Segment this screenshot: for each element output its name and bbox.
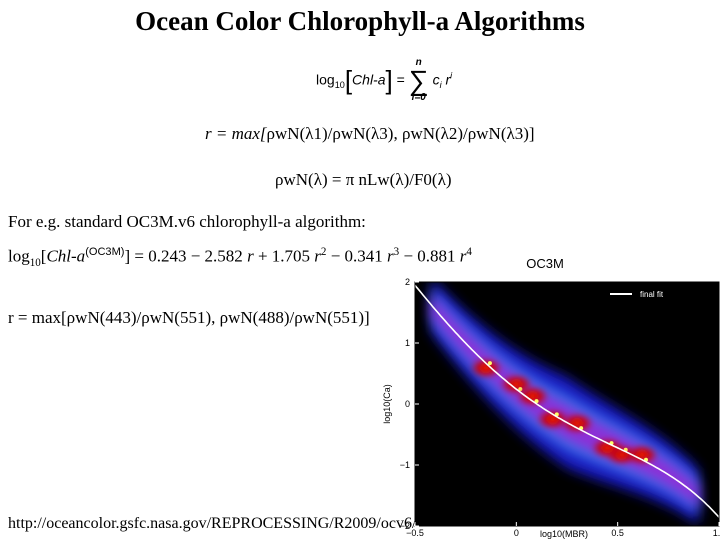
oc3m-open-bracket: [ — [40, 246, 47, 266]
oc3m-pow2: 2 — [320, 246, 327, 258]
y-tick-label-1: 1 — [405, 338, 410, 348]
y-tick-label-4: −2 — [400, 521, 410, 531]
oc3m-rhs-2: + 1.705 — [257, 246, 311, 266]
y-tick-label-2: 0 — [405, 399, 410, 409]
oc3m-pow4: 4 — [466, 246, 472, 258]
legend-label: final fit — [640, 290, 664, 299]
equation-rho-wn: ρwN(λ) = π nLw(λ)/F0(λ) — [275, 170, 452, 189]
y-tick-label-0: 2 — [405, 277, 410, 287]
oc3m-r1: r — [247, 246, 254, 266]
x-tick-label-2: 0.5 — [611, 528, 624, 538]
oc3m-equation: log10[Chl-a(OC3M)] = 0.243 − 2.582 r + 1… — [8, 246, 472, 269]
eq1-var-sup: i — [450, 70, 453, 81]
eq1-equals: = — [396, 71, 405, 88]
oc3m-r2: r — [314, 246, 321, 266]
source-url[interactable]: http://oceancolor.gsfc.nasa.gov/REPROCES… — [8, 515, 417, 532]
density-peak-7 — [534, 399, 539, 404]
oc3m-sup: (OC3M) — [85, 246, 125, 258]
density-hotspot-7 — [516, 386, 549, 407]
equation-ratio-max: r = max[ρwN(λ1)/ρwN(λ3), ρwN(λ2)/ρwN(λ3)… — [205, 124, 535, 144]
eq1-arg: Chl-a — [352, 71, 386, 88]
x-axis-label: log10(MBR) — [540, 529, 588, 539]
oc3m-rhs-3: − 0.341 — [330, 246, 383, 266]
sigma-glyph: ∑ — [408, 65, 429, 96]
eq1-open-bracket: [ — [344, 65, 353, 96]
density-peak-0 — [487, 361, 492, 366]
density-hotspot-5 — [625, 444, 658, 465]
oc3m-base: 10 — [29, 257, 41, 270]
standard-algorithm-label: For e.g. standard OC3M.v6 chlorophyll-a … — [8, 212, 366, 231]
eq1-term: c — [432, 71, 440, 88]
density-hotspot-3 — [561, 413, 594, 434]
eq1-base: 10 — [334, 80, 345, 91]
eq2-lhs: r = max[ — [205, 124, 267, 143]
eq1-var: r — [445, 71, 451, 88]
sum-bottom: i=0 — [411, 92, 426, 104]
plot-axes: −0.5 0 0.5 1.0 2 1 0 −1 −2 — [400, 277, 720, 538]
eq1-term-sub: i — [439, 80, 442, 91]
oc3m-log: log — [8, 246, 30, 266]
summation-symbol: n ∑ i=0 — [409, 58, 429, 103]
eq1-close-bracket: ] — [385, 65, 393, 96]
oc3m-density-plot: −0.5 0 0.5 1.0 2 1 0 −1 −2 OC3M final fit log10(… — [382, 256, 720, 539]
final-fit-line — [415, 284, 719, 518]
oc3m-r4: r — [459, 246, 467, 266]
sum-top: n — [415, 57, 422, 68]
x-tick-label-3: 1.0 — [713, 528, 720, 538]
chart-title: OC3M — [526, 256, 564, 271]
eq1-log: log — [316, 71, 335, 88]
oc3m-r3: r — [387, 246, 394, 266]
density-hotspot-0 — [469, 358, 502, 379]
x-tick-label-1: 0 — [514, 528, 519, 538]
oc3m-rhs-1: ] = 0.243 − 2.582 — [124, 246, 243, 266]
oc3m-pow3: 3 — [393, 246, 400, 258]
oc3m-rhs-4: − 0.881 — [403, 246, 456, 266]
eq2-rhs: ρwN(λ1)/ρwN(λ3), ρwN(λ2)/ρwN(λ3)] — [266, 124, 535, 143]
x-tick-label-0: −0.5 — [406, 528, 424, 538]
oc3m-ratio-equation: r = max[ρwN(443)/ρwN(551), ρwN(488)/ρwN(… — [8, 308, 370, 327]
y-axis-label: log10(Ca) — [382, 384, 392, 424]
y-tick-label-3: −1 — [400, 460, 410, 470]
equation-log-chl: log10[Chl-a] = n ∑ i=0 ci ri — [316, 58, 452, 103]
density-hotspot-6 — [591, 437, 624, 458]
oc3m-arg: Chl-a — [46, 246, 86, 266]
slide-title: Ocean Color Chlorophyll-a Algorithms — [135, 6, 585, 36]
density-hotspot-2 — [536, 409, 569, 430]
